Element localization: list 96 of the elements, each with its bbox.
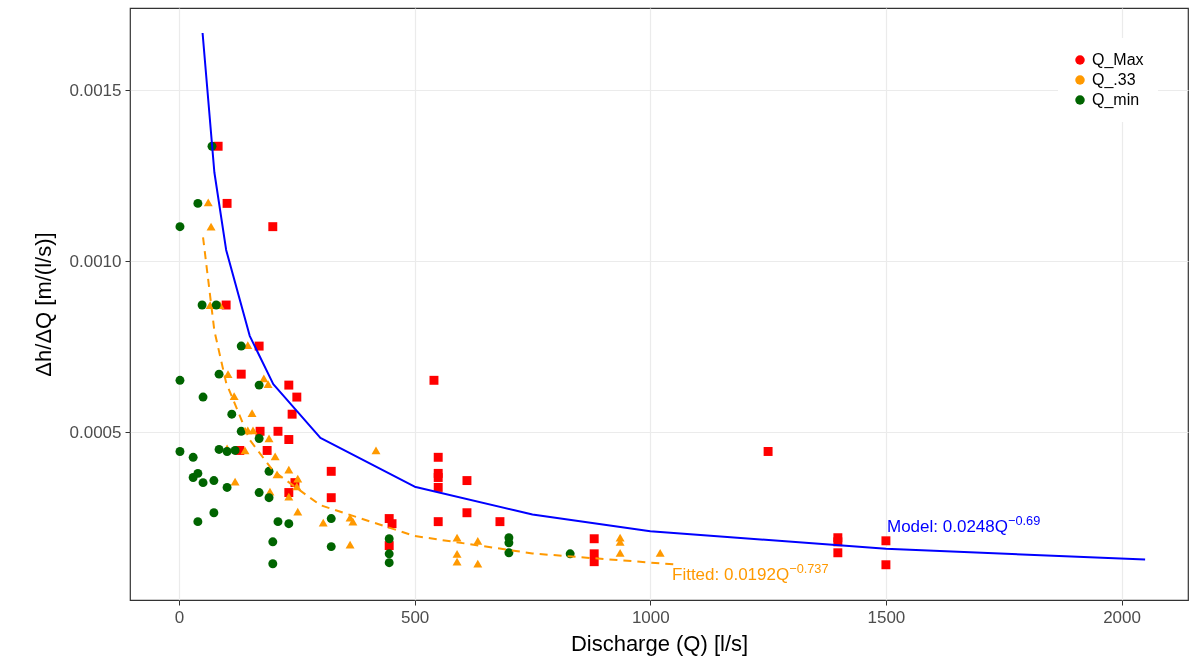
annotation: Fitted: 0.0192Q$^{−0.737}$ [672, 560, 829, 584]
point [214, 369, 224, 379]
point [287, 409, 297, 419]
point [236, 426, 246, 436]
point [273, 426, 283, 436]
point [384, 549, 394, 559]
x-tick-label: 500 [400, 607, 430, 627]
point [264, 493, 274, 503]
point [263, 380, 273, 388]
line-series [201, 31, 1147, 561]
x-tick-label: 1000 [631, 607, 670, 627]
point [206, 222, 216, 231]
x-axis-title: Discharge (Q) [l/s] [570, 630, 749, 656]
point [236, 341, 246, 351]
point [198, 478, 208, 488]
line-series [202, 236, 675, 566]
point [254, 434, 264, 443]
point [284, 435, 294, 444]
point [270, 452, 280, 461]
point [433, 517, 443, 527]
point [254, 488, 264, 498]
point [292, 392, 302, 402]
point [222, 198, 232, 208]
y-tick-label: 0.0010 [69, 251, 122, 271]
point [881, 560, 891, 570]
point [763, 447, 773, 456]
point [384, 558, 394, 568]
point [452, 533, 462, 542]
point [452, 557, 462, 566]
legend-label: Q_Max [1092, 51, 1144, 69]
point [268, 559, 278, 569]
point [433, 452, 443, 462]
y-tick-label: 0.0005 [69, 422, 122, 442]
point [615, 548, 625, 557]
y-tick-label: 0.0015 [69, 80, 122, 100]
point [284, 519, 294, 529]
point [326, 493, 336, 503]
point [247, 409, 257, 418]
point [254, 380, 264, 390]
point [348, 517, 358, 526]
point [262, 445, 272, 455]
x-tick-label: 2000 [1103, 607, 1141, 627]
point [222, 482, 232, 492]
point [326, 466, 336, 476]
point [211, 300, 221, 310]
point [462, 508, 472, 518]
point [384, 534, 394, 544]
point [589, 557, 599, 567]
point [452, 549, 462, 558]
point [462, 476, 472, 486]
point [655, 548, 665, 557]
point [193, 198, 203, 208]
x-tick-label: 0 [174, 607, 185, 627]
point [175, 447, 185, 456]
point [318, 518, 328, 527]
x-tick-label: 1500 [867, 607, 906, 627]
point [326, 514, 336, 524]
point [433, 482, 443, 492]
point [268, 537, 278, 547]
point [473, 559, 483, 568]
annotation: Model: 0.0248Q$^{−0.69}$ [887, 512, 1041, 536]
point [248, 426, 258, 435]
point [209, 476, 219, 486]
point [197, 300, 207, 310]
point [227, 409, 237, 419]
point [198, 392, 208, 402]
point [284, 380, 294, 390]
point [833, 548, 843, 558]
point [326, 542, 336, 552]
point [175, 375, 185, 385]
point [240, 446, 250, 455]
point [429, 375, 439, 385]
point [193, 468, 203, 478]
point [175, 222, 185, 232]
point [589, 534, 599, 544]
point [203, 198, 213, 207]
point [193, 517, 203, 527]
point [504, 548, 514, 558]
point [433, 473, 443, 482]
point [229, 392, 239, 400]
point [188, 452, 198, 462]
point [214, 444, 224, 454]
point [495, 517, 505, 527]
legend-label: Q_min [1092, 91, 1140, 109]
point [268, 222, 278, 232]
point [293, 507, 303, 516]
point [209, 508, 219, 518]
point [881, 536, 891, 546]
point [236, 369, 246, 379]
point [284, 492, 294, 501]
point [473, 536, 483, 545]
legend-label: Q_.33 [1092, 71, 1136, 89]
point [230, 446, 240, 455]
y-axis-title: Δh/ΔQ [m/(l/s)] [30, 232, 56, 377]
point [371, 446, 381, 455]
point [273, 517, 283, 527]
